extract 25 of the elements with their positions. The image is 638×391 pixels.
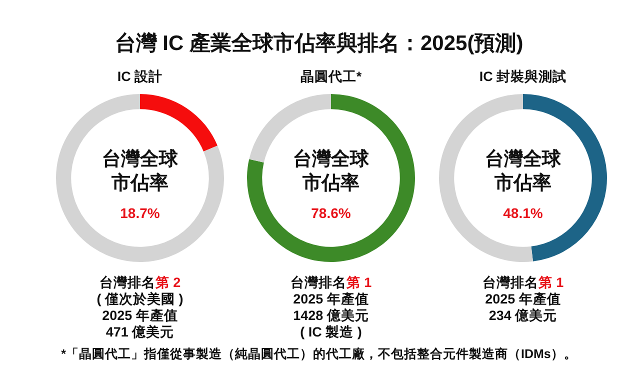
text: 471 億美元: [106, 324, 174, 340]
text: 78.6%: [311, 205, 352, 221]
text: 台灣排名第 1: [290, 274, 372, 290]
text: ( 僅次於美國 ): [96, 290, 184, 306]
text: 市佔率: [302, 172, 360, 194]
chart-title: IC 封裝與測試: [479, 68, 567, 84]
text: 台灣全球: [485, 148, 562, 170]
text: 2025 年產值: [293, 292, 369, 306]
text: 市佔率: [494, 172, 552, 194]
text: 48.1%: [503, 205, 544, 221]
text: 2025 年產值: [102, 308, 178, 323]
chart-title: 晶圓代工*: [300, 69, 362, 84]
text: 台灣全球: [293, 148, 370, 170]
text: 台灣 IC 產業全球市佔率與排名：2025(預測): [114, 31, 524, 55]
chart-title: IC 設計: [117, 69, 163, 84]
text: 台灣全球: [102, 148, 179, 170]
text: *「晶圓代工」指僅從事製造（純晶圓代工）的代工廠，不包括整合元件製造商（IDMs）。: [61, 346, 577, 361]
text: 台灣排名第 2: [99, 274, 181, 290]
text: 市佔率: [110, 172, 168, 194]
text: 台灣排名第 1: [482, 274, 564, 290]
text: 18.7%: [120, 205, 160, 221]
text: ( IC 製造 ): [300, 324, 362, 340]
text: 234 億美元: [488, 307, 558, 323]
text: 1428 億美元: [293, 307, 369, 323]
text: 2025 年產值: [485, 292, 561, 306]
